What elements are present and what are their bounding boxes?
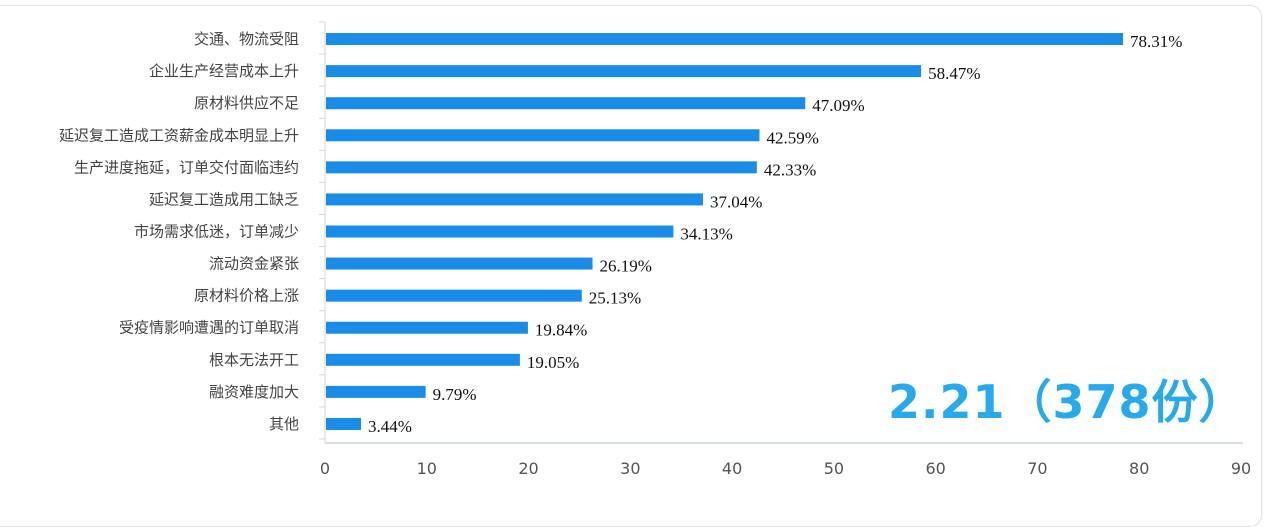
x-tick-label: 50 bbox=[824, 459, 844, 478]
x-tick-label: 40 bbox=[722, 459, 742, 478]
data-label: 47.09% bbox=[812, 96, 864, 115]
bar bbox=[326, 385, 426, 398]
bar bbox=[326, 129, 760, 142]
data-label: 78.31% bbox=[1130, 32, 1182, 51]
category-label: 延迟复工造成工资薪金成本明显上升 bbox=[59, 126, 299, 144]
x-tick-label: 70 bbox=[1027, 459, 1047, 478]
bar bbox=[326, 97, 806, 110]
bar bbox=[326, 193, 703, 206]
category-label: 交通、物流受阻 bbox=[194, 30, 299, 48]
x-tick-label: 10 bbox=[417, 459, 437, 478]
bar bbox=[326, 289, 582, 302]
category-label: 原材料供应不足 bbox=[194, 94, 299, 112]
category-label: 市场需求低迷，订单减少 bbox=[134, 223, 299, 241]
category-label: 原材料价格上涨 bbox=[194, 287, 299, 305]
bar bbox=[326, 225, 674, 238]
x-tick-label: 80 bbox=[1129, 459, 1149, 478]
data-label: 9.79% bbox=[433, 385, 477, 404]
data-label: 34.13% bbox=[680, 225, 732, 244]
bar bbox=[326, 161, 757, 174]
data-label: 37.04% bbox=[710, 192, 762, 211]
x-tick-label: 60 bbox=[925, 459, 945, 478]
chart-card bbox=[0, 5, 1262, 527]
data-label: 58.47% bbox=[928, 64, 980, 83]
data-label: 26.19% bbox=[600, 257, 652, 276]
bar bbox=[326, 257, 593, 270]
category-label: 流动资金紧张 bbox=[209, 255, 299, 273]
data-label: 42.33% bbox=[764, 160, 816, 179]
category-label: 受疫情影响遭遇的订单取消 bbox=[119, 319, 299, 337]
category-label: 企业生产经营成本上升 bbox=[149, 62, 299, 80]
category-label: 生产进度拖延，订单交付面临违约 bbox=[74, 158, 299, 176]
data-label: 19.84% bbox=[535, 321, 587, 340]
category-label: 根本无法开工 bbox=[209, 351, 299, 369]
data-label: 3.44% bbox=[368, 417, 412, 436]
category-label: 融资难度加大 bbox=[209, 383, 299, 401]
bar-chart: 交通、物流受阻 78.31% 企业生产经营成本上升 58.47% 原材料供应不足 47.0… bbox=[59, 21, 1251, 478]
date-count-annotation: 2.21（378份） bbox=[888, 375, 1246, 429]
bar bbox=[326, 417, 362, 430]
x-tick-label: 0 bbox=[320, 459, 330, 478]
x-tick-label: 30 bbox=[620, 459, 640, 478]
bar bbox=[326, 321, 528, 334]
bar bbox=[326, 353, 520, 366]
bar bbox=[326, 33, 1124, 46]
category-label: 延迟复工造成用工缺乏 bbox=[149, 190, 299, 208]
x-tick-label: 90 bbox=[1231, 459, 1251, 478]
category-label: 其他 bbox=[269, 415, 299, 433]
bar bbox=[326, 65, 922, 78]
data-label: 42.59% bbox=[766, 128, 818, 147]
data-label: 25.13% bbox=[589, 289, 641, 308]
x-tick-label: 20 bbox=[518, 459, 538, 478]
data-label: 19.05% bbox=[527, 353, 579, 372]
